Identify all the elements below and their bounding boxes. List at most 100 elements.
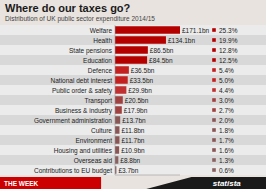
bar xyxy=(115,146,119,154)
category-label: Contributions to EU budget xyxy=(34,167,112,175)
share-label: 5.4% xyxy=(219,67,234,74)
labels: Welfare £171.1bn 25.3% Health £134.1bn 19.9% S… xyxy=(34,27,238,175)
category-label: Defence xyxy=(88,67,113,74)
row-backgrounds xyxy=(0,25,266,175)
share-label: 19.9% xyxy=(219,37,238,44)
category-label: Government administration xyxy=(34,117,112,124)
category-label: Business & industry xyxy=(55,107,113,115)
value-label: £3.7bn xyxy=(118,167,138,174)
category-label: Housing and utilities xyxy=(54,147,113,155)
value-label: £11.7bn xyxy=(121,137,144,144)
value-label: £86.5bn xyxy=(150,47,174,54)
category-label: Culture xyxy=(91,127,112,134)
value-label: £20.5bn xyxy=(125,97,149,104)
row-background xyxy=(0,25,266,35)
bar xyxy=(115,106,122,114)
row-background xyxy=(0,75,266,85)
share-marker xyxy=(212,58,216,62)
share-label: 1.6% xyxy=(219,147,234,154)
bar xyxy=(115,36,166,44)
bar xyxy=(115,56,147,64)
share-label: 1.3% xyxy=(219,157,234,164)
category-label: Health xyxy=(93,37,112,44)
bar xyxy=(115,76,128,84)
share-label: 0.6% xyxy=(219,167,234,174)
share-marker xyxy=(212,38,216,42)
bar xyxy=(115,46,148,54)
category-label: National debt interest xyxy=(51,77,113,84)
bar xyxy=(115,126,119,134)
share-label: 1.7% xyxy=(219,137,234,144)
title: Where do our taxes go? xyxy=(5,2,131,14)
value-label: £134.1bn xyxy=(168,37,195,44)
share-marker xyxy=(212,28,216,32)
share-marker xyxy=(212,108,216,112)
row-background xyxy=(0,145,266,155)
category-label: Welfare xyxy=(90,27,113,34)
value-label: £17.9bn xyxy=(124,107,148,114)
share-label: 2.7% xyxy=(219,107,234,114)
row-background xyxy=(0,155,266,165)
value-label: £11.8bn xyxy=(121,127,144,134)
share-marker xyxy=(212,118,216,122)
bars xyxy=(115,26,180,174)
value-label: £171.1bn xyxy=(182,27,209,34)
row-background xyxy=(0,165,266,175)
footer-black xyxy=(146,177,266,189)
share-marker xyxy=(212,78,216,82)
share-label: 1.8% xyxy=(219,127,234,134)
subtitle: Distribution of UK public sector expendi… xyxy=(5,15,155,23)
value-label: £33.5bn xyxy=(130,77,154,84)
share-label: 2.0% xyxy=(219,117,234,124)
share-marker xyxy=(212,68,216,72)
row-background xyxy=(0,35,266,45)
annotation: THE WEEK xyxy=(4,180,39,187)
row-background xyxy=(0,135,266,145)
share-label: 4.4% xyxy=(219,87,234,94)
category-label: Public order & safety xyxy=(52,87,113,95)
background xyxy=(0,0,266,189)
share-marker xyxy=(212,128,216,132)
row-background xyxy=(0,105,266,115)
share-label: 12.8% xyxy=(219,47,238,54)
value-label: £10.9bn xyxy=(121,147,145,154)
baseline xyxy=(115,25,116,175)
share-label: 25.3% xyxy=(219,27,238,34)
row-background xyxy=(0,115,266,125)
bar xyxy=(115,156,118,164)
value-label: £36.5bn xyxy=(131,67,155,74)
chart: Where do our taxes go?Distribution of UK… xyxy=(0,0,266,189)
row-background xyxy=(0,125,266,135)
bar xyxy=(115,136,119,144)
share-label: 5.0% xyxy=(219,77,234,84)
share-marker xyxy=(212,138,216,142)
share-marker xyxy=(212,48,216,52)
share-marker xyxy=(212,168,216,172)
share-marker xyxy=(212,158,216,162)
bar xyxy=(115,86,126,94)
share-marker xyxy=(212,98,216,102)
value-label: £8.8bn xyxy=(120,157,140,164)
category-label: Transport xyxy=(84,97,112,105)
row-background xyxy=(0,55,266,65)
bar xyxy=(115,66,129,74)
value-label: £13.7bn xyxy=(122,117,146,124)
annotation: statista xyxy=(213,179,242,188)
bar xyxy=(115,96,123,104)
share-label: 12.5% xyxy=(219,57,238,64)
value-label: £84.5bn xyxy=(149,57,173,64)
row-background xyxy=(0,85,266,95)
category-label: Overseas aid xyxy=(74,157,113,164)
row-background xyxy=(0,95,266,105)
category-label: Environment xyxy=(76,137,113,144)
bar xyxy=(115,116,120,124)
value-label: £29.9bn xyxy=(128,87,152,94)
footer-red xyxy=(0,177,101,189)
bar xyxy=(115,26,180,34)
category-label: Education xyxy=(83,57,112,64)
share-marker xyxy=(212,88,216,92)
category-label: State pensions xyxy=(69,47,113,55)
footer: THE WEEK statista xyxy=(0,177,266,189)
share-marker xyxy=(212,148,216,152)
x-axis xyxy=(115,175,180,176)
